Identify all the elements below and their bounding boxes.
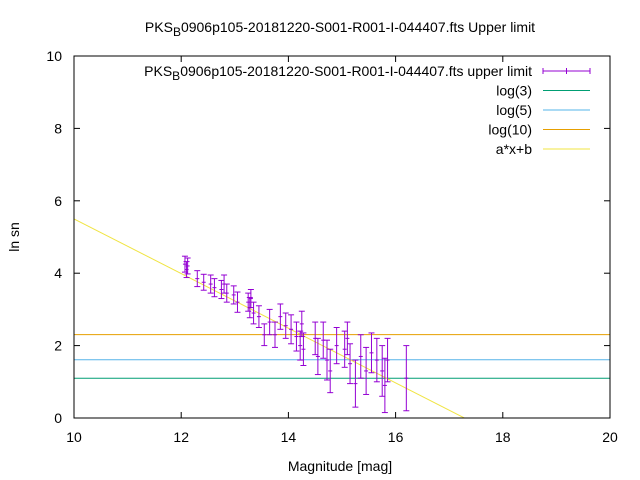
data-point (352, 359, 359, 408)
chart-title-prefix: PKS (145, 19, 173, 35)
chart-title: PKSB0906p105-20181220-S001-R001-I-044407… (145, 19, 535, 39)
data-point (341, 330, 348, 368)
data-point (403, 345, 410, 412)
data-point (363, 346, 370, 395)
data-point (250, 301, 257, 325)
data-point (293, 321, 300, 352)
data-point (200, 273, 207, 291)
x-tick-label: 14 (281, 429, 297, 445)
data-point (288, 314, 295, 345)
data-point (384, 337, 391, 383)
data-point (297, 330, 304, 361)
legend-label: log(5) (496, 102, 532, 118)
fit-line (74, 218, 466, 418)
plot-frame (73, 55, 611, 419)
data-point (300, 332, 307, 367)
x-tick-label: 12 (173, 429, 189, 445)
data-point (218, 279, 225, 300)
legend-entry: log(3) (496, 83, 590, 99)
y-tick-label: 0 (54, 410, 62, 426)
data-point (347, 343, 354, 385)
data-point (211, 278, 218, 298)
legend-label: log(10) (488, 122, 532, 138)
legend-entry: log(10) (488, 122, 590, 138)
data-point (282, 312, 289, 339)
data-point (327, 348, 334, 394)
legend-label: a*x+b (496, 141, 532, 157)
legend-label: log(3) (496, 83, 532, 99)
data-point (357, 334, 364, 379)
data-point (314, 337, 321, 376)
data-point (255, 305, 262, 328)
plot-lines (74, 218, 610, 418)
chart-title-subscript: B (173, 25, 181, 39)
plot-points (181, 255, 410, 414)
legend: PKSB0906p105-20181220-S001-R001-I-044407… (144, 63, 591, 157)
data-point (230, 285, 237, 305)
data-point (234, 291, 241, 313)
data-point (344, 321, 351, 356)
legend-entry: log(5) (496, 102, 590, 118)
data-point (194, 270, 201, 288)
y-tick-label: 8 (54, 120, 62, 136)
axes: 10 12 14 16 18 20 0 2 4 6 8 10 (46, 48, 618, 445)
data-point (373, 337, 380, 383)
x-tick-label: 16 (388, 429, 404, 445)
data-point (323, 339, 330, 381)
data-point (272, 321, 278, 348)
data-point (207, 274, 214, 294)
data-point (277, 303, 284, 330)
data-point (261, 323, 268, 347)
legend-entry: a*x+b (496, 141, 590, 157)
y-tick-label: 4 (54, 265, 62, 281)
y-axis-label: ln sn (6, 222, 22, 252)
x-tick-label: 18 (495, 429, 511, 445)
data-point (368, 332, 375, 374)
y-tick-label: 10 (46, 48, 62, 64)
data-point (266, 308, 273, 336)
data-point (223, 283, 230, 303)
y-tick-label: 6 (54, 193, 62, 209)
legend-label: PKSB0906p105-20181220-S001-R001-I-044407… (144, 63, 532, 83)
chart-title-suffix: 0906p105-20181220-S001-R001-I-044407.fts… (181, 19, 535, 35)
data-point (379, 345, 386, 397)
x-tick-label: 20 (602, 429, 618, 445)
data-point (333, 327, 340, 365)
data-point (245, 292, 252, 312)
data-point (183, 261, 190, 279)
x-axis-label: Magnitude [mag] (288, 458, 392, 474)
data-point (247, 288, 254, 309)
x-tick-label: 10 (66, 429, 82, 445)
data-point (184, 257, 191, 275)
data-point (381, 357, 388, 414)
legend-entry: PKSB0906p105-20181220-S001-R001-I-044407… (144, 63, 591, 83)
y-tick-label: 2 (54, 338, 62, 354)
